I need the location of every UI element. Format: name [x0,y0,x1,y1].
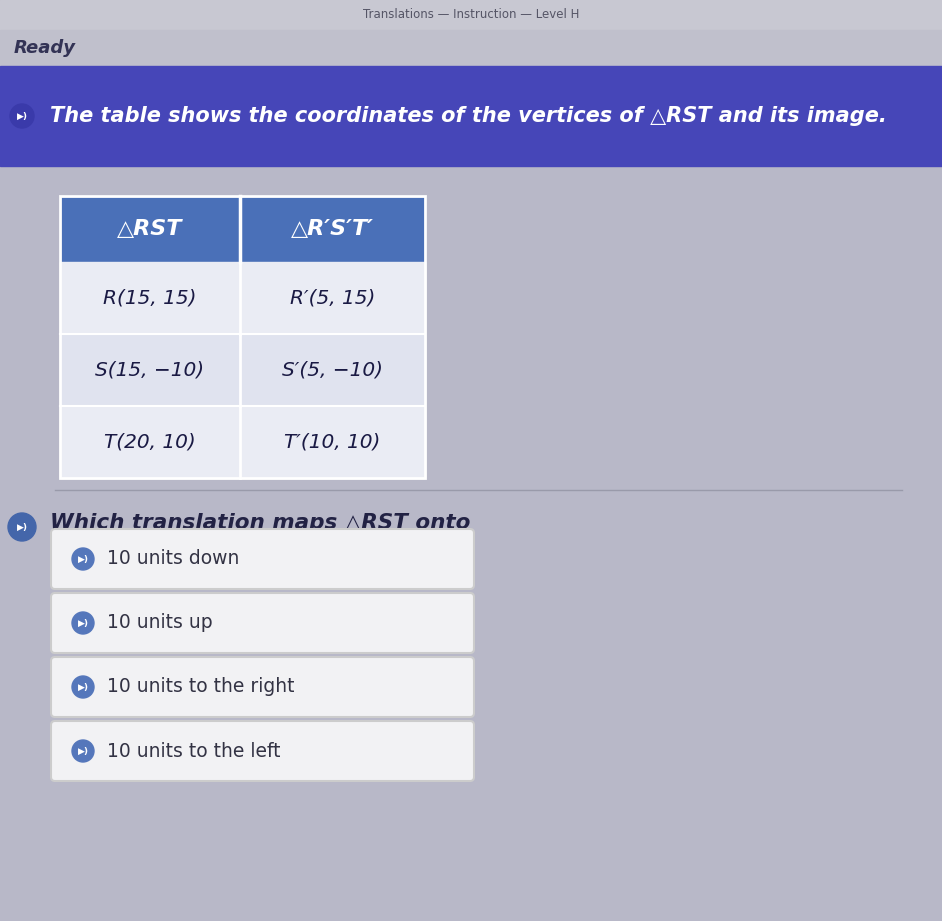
Text: ▶): ▶) [77,682,89,692]
Text: The table shows the coordinates of the vertices of △RST and its image.: The table shows the coordinates of the v… [50,106,886,126]
Circle shape [72,548,94,570]
Text: T(20, 10): T(20, 10) [105,433,196,451]
Bar [0,66,942,166]
Text: 10 units to the left: 10 units to the left [107,741,281,761]
Text: Ready: Ready [14,39,76,57]
Text: Which translation maps △RST onto: Which translation maps △RST onto [50,513,470,533]
Text: 10 units to the right: 10 units to the right [107,678,295,696]
Text: Translations — Instruction — Level H: Translations — Instruction — Level H [363,8,579,21]
Text: S(15, −10): S(15, −10) [95,360,204,379]
Text: ▶): ▶) [77,747,89,755]
Bar [60,406,425,478]
Text: R(15, 15): R(15, 15) [104,288,197,308]
Bar [60,334,425,406]
FancyBboxPatch shape [51,529,474,589]
Bar [60,262,425,334]
FancyBboxPatch shape [51,657,474,717]
Bar [0,30,942,66]
Text: T′(10, 10): T′(10, 10) [284,433,381,451]
Circle shape [72,676,94,698]
Text: △RST: △RST [118,219,183,239]
Bar [60,196,425,262]
Text: 10 units up: 10 units up [107,613,213,633]
FancyBboxPatch shape [51,593,474,653]
Circle shape [10,104,34,128]
Text: ▶): ▶) [77,554,89,564]
Circle shape [8,513,36,541]
Text: its image?: its image? [50,541,174,561]
FancyBboxPatch shape [51,721,474,781]
Circle shape [72,740,94,762]
Text: ▶): ▶) [77,619,89,627]
Text: R′(5, 15): R′(5, 15) [290,288,375,308]
Bar [60,196,425,478]
Text: S′(5, −10): S′(5, −10) [282,360,383,379]
Text: △R′S′T′: △R′S′T′ [291,219,374,239]
Text: ▶): ▶) [17,111,27,121]
Text: 10 units down: 10 units down [107,550,239,568]
Circle shape [72,612,94,634]
Text: ▶): ▶) [17,522,27,531]
Bar [0,0,942,30]
